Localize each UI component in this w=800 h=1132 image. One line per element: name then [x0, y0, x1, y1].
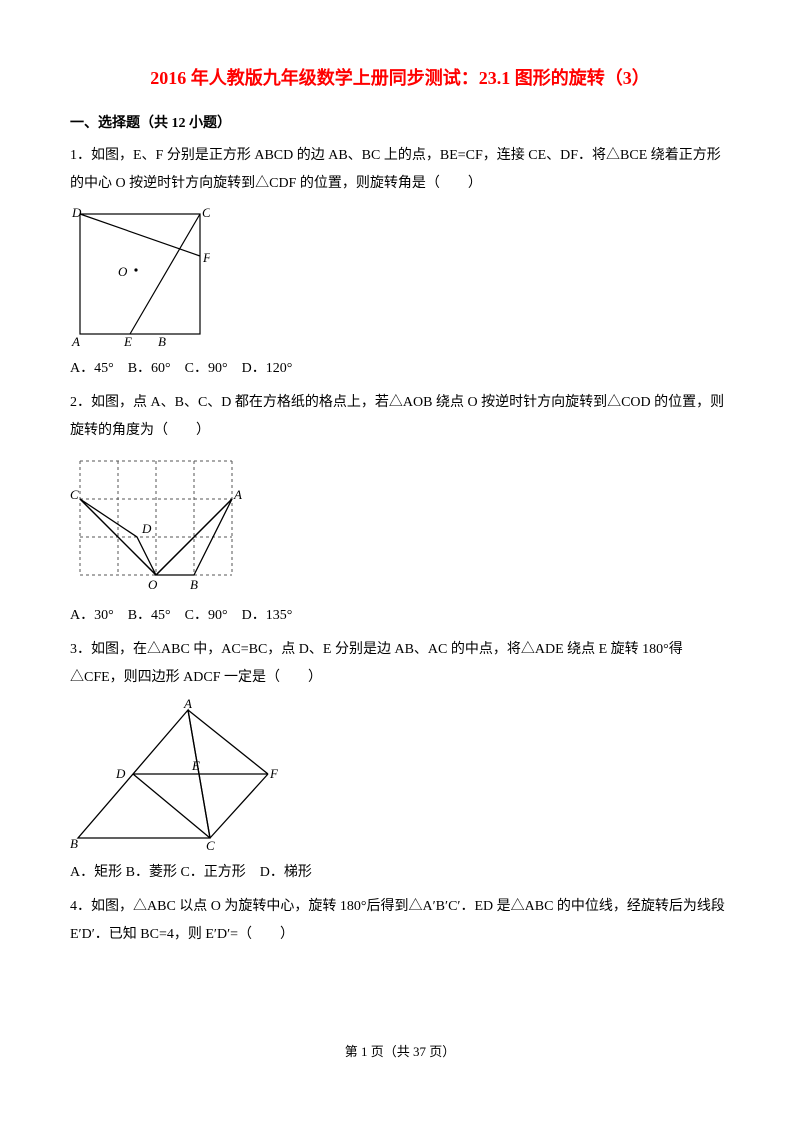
problem-4-text: 4．如图，△ABC 以点 O 为旋转中心，旋转 180°后得到△A′B′C′．E… [70, 893, 730, 949]
svg-text:A: A [71, 334, 80, 349]
svg-text:C: C [70, 487, 79, 502]
figure-3-svg: A B C D E F [70, 698, 280, 853]
problem-1-text: 1．如图，E、F 分别是正方形 ABCD 的边 AB、BC 上的点，BE=CF，… [70, 142, 730, 198]
figure-2-svg: O B A C D [70, 451, 245, 596]
svg-text:C: C [202, 205, 210, 220]
svg-text:F: F [269, 766, 279, 781]
problem-3-options: A．矩形 B．菱形 C．正方形 D．梯形 [70, 859, 730, 887]
figure-3: A B C D E F [70, 698, 730, 853]
problem-1-options: A．45° B．60° C．90° D．120° [70, 355, 730, 383]
svg-text:D: D [141, 521, 152, 536]
svg-text:D: D [115, 766, 126, 781]
svg-text:A: A [233, 487, 242, 502]
svg-text:B: B [158, 334, 166, 349]
problem-3-text: 3．如图，在△ABC 中，AC=BC，点 D、E 分别是边 AB、AC 的中点，… [70, 636, 730, 692]
svg-text:E: E [191, 758, 200, 773]
svg-text:C: C [206, 838, 215, 853]
section-header: 一、选择题（共 12 小题） [70, 110, 730, 138]
page-footer: 第 1 页（共 37 页） [70, 1039, 730, 1065]
svg-text:D: D [71, 205, 82, 220]
figure-2: O B A C D [70, 451, 730, 596]
svg-text:O: O [148, 577, 158, 592]
svg-text:B: B [190, 577, 198, 592]
page-title: 2016 年人教版九年级数学上册同步测试：23.1 图形的旋转（3） [70, 60, 730, 96]
svg-text:B: B [70, 836, 78, 851]
svg-text:F: F [202, 250, 210, 265]
problem-2-text: 2．如图，点 A、B、C、D 都在方格纸的格点上，若△AOB 绕点 O 按逆时针… [70, 389, 730, 445]
svg-text:O: O [118, 264, 128, 279]
figure-1: D C A B E F O [70, 204, 730, 349]
problem-2-options: A．30° B．45° C．90° D．135° [70, 602, 730, 630]
svg-text:E: E [123, 334, 132, 349]
figure-1-svg: D C A B E F O [70, 204, 210, 349]
svg-text:A: A [183, 698, 192, 711]
